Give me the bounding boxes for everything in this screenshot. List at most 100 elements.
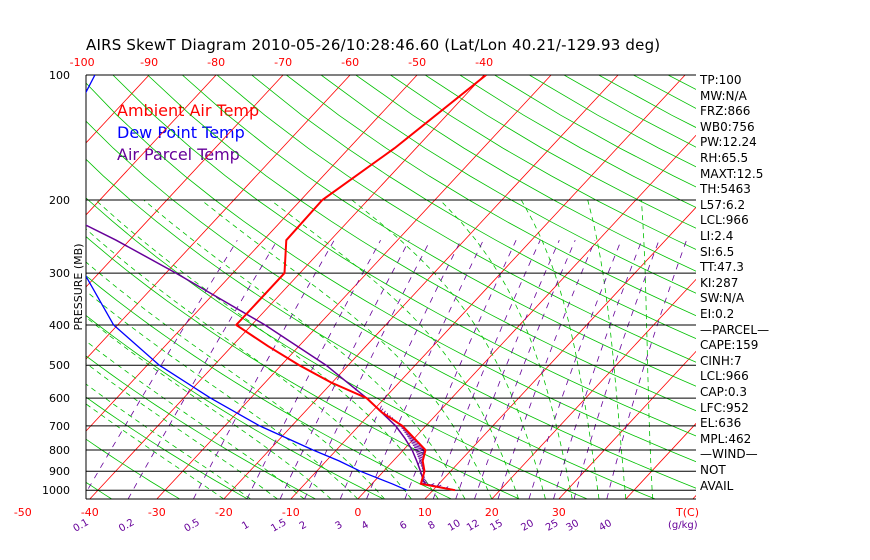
isotherm — [86, 75, 284, 288]
dry-adiabat — [86, 396, 248, 499]
isotherm — [86, 75, 418, 432]
isotherm — [86, 75, 217, 216]
stability-index: TH:5463 — [700, 182, 751, 197]
mixing-ratio-tick-label: 1 — [240, 519, 251, 532]
stability-index: SW:N/A — [700, 291, 745, 306]
bottom-temp-tick-label: -10 — [282, 506, 300, 519]
moist-adiabat — [641, 199, 653, 499]
isotherm — [357, 134, 696, 499]
mixing-ratio-line — [573, 240, 660, 499]
dry-adiabat — [251, 75, 696, 340]
moist-adiabat — [86, 228, 412, 499]
stability-index: SI:6.5 — [700, 244, 735, 259]
stability-index: MPL:462 — [700, 431, 752, 446]
top-temp-tick-label: -50 — [408, 56, 426, 69]
moist-adiabat — [143, 199, 466, 499]
moist-adiabat — [270, 199, 519, 499]
pressure-tick-label: 600 — [49, 392, 70, 405]
legend-ambient-air-temp: Ambient Air Temp — [117, 101, 260, 120]
pressure-tick-label: 1000 — [42, 484, 70, 497]
dry-adiabat — [86, 158, 656, 499]
dry-adiabat — [86, 481, 112, 499]
chart-title: AIRS SkewT Diagram 2010-05-26/10:28:46.6… — [86, 36, 661, 54]
pressure-tick-label: 400 — [49, 319, 70, 332]
stability-index: CINH:7 — [700, 353, 742, 368]
stability-index: EL:636 — [700, 416, 742, 431]
moist-adiabat — [86, 403, 225, 499]
mixing-ratio-line — [474, 240, 576, 499]
pressure-tick-label: 800 — [49, 444, 70, 457]
stability-index: EI:0.2 — [700, 307, 735, 321]
isotherm — [0, 75, 15, 499]
mixing-ratio-line — [553, 240, 643, 499]
cape-hatch-line — [416, 452, 425, 456]
pressure-tick-label: 500 — [49, 359, 70, 372]
pressure-tick-label: 900 — [49, 465, 70, 478]
mixing-ratio-line — [193, 240, 335, 499]
mixing-ratio-line — [339, 240, 462, 499]
isotherm — [223, 75, 619, 499]
mixing-ratio-tick-label: 2 — [298, 519, 309, 532]
dry-adiabat — [182, 75, 696, 387]
mixing-ratio-tick-label: 6 — [398, 519, 409, 532]
top-temp-tick-label: -70 — [274, 56, 292, 69]
dry-adiabat — [320, 75, 696, 294]
isotherm — [692, 494, 696, 499]
bottom-temp-tick-label: -50 — [14, 506, 32, 519]
moist-adiabat — [587, 199, 627, 499]
isotherm — [558, 350, 696, 499]
mixing-ratio-tick-label: 20 — [519, 518, 536, 534]
bottom-temp-tick-label: -20 — [215, 506, 233, 519]
isotherm — [491, 278, 696, 499]
cape-hatch-line — [416, 453, 424, 458]
pressure-tick-label: 300 — [49, 267, 70, 280]
isotherm — [0, 75, 82, 499]
stability-index: —WIND— — [700, 447, 758, 462]
stability-index: —PARCEL— — [700, 322, 770, 337]
mixing-ratio-line — [528, 240, 622, 499]
bottom-temp-tick-label: -30 — [148, 506, 166, 519]
bottom-temp-tick-label: 20 — [485, 506, 499, 519]
mixing-ratio-tick-label: 3 — [333, 519, 344, 532]
dry-adiabat — [86, 275, 452, 499]
ambient-temp-curve — [234, 75, 487, 492]
moist-adiabat — [86, 340, 305, 499]
bottom-temp-tick-label: 10 — [418, 506, 432, 519]
bottom-temp-tick-label: 0 — [354, 506, 361, 519]
top-temp-tick-label: -40 — [475, 56, 493, 69]
mixing-ratio-line — [606, 240, 687, 499]
moist-adiabat — [200, 199, 493, 499]
dry-adiabat — [286, 75, 696, 317]
dry-adiabat — [86, 120, 696, 489]
stability-index: LCL:966 — [700, 213, 749, 228]
isotherm — [156, 75, 552, 499]
isotherm — [625, 422, 696, 499]
moist-adiabat — [351, 199, 546, 499]
mixing-ratio-tick-label: 1.5 — [269, 517, 288, 534]
mixing-ratio-tick-label: 8 — [426, 519, 437, 532]
dry-adiabat — [563, 75, 696, 148]
cape-hatch-line — [413, 446, 426, 450]
stability-index: CAPE:159 — [700, 338, 759, 353]
bottom-temp-tick-label: -40 — [81, 506, 99, 519]
moist-adiabat — [86, 362, 278, 499]
stability-index: CAP:0.3 — [700, 385, 747, 399]
mixing-ratio-line — [366, 240, 484, 499]
mixing-ratio-line — [127, 239, 278, 499]
x-axis-unit-label: T(C) — [675, 506, 699, 519]
moist-adiabat — [520, 199, 600, 499]
mixing-ratio-tick-label: 15 — [488, 518, 505, 534]
dry-adiabat — [459, 75, 696, 208]
isotherm — [89, 75, 485, 499]
mixing-ratio-line — [86, 239, 238, 494]
dry-adiabat — [86, 355, 316, 499]
top-temp-tick-label: -60 — [341, 56, 359, 69]
pressure-tick-label: 200 — [49, 194, 70, 207]
stability-index: AVAIL — [700, 478, 734, 493]
legend-air-parcel-temp: Air Parcel Temp — [117, 145, 240, 164]
mixing-ratio-tick-label: 0.1 — [71, 517, 90, 534]
mixing-ratio-tick-label: 12 — [465, 518, 482, 534]
dry-adiabat — [86, 236, 520, 499]
moist-adiabat — [86, 383, 251, 499]
